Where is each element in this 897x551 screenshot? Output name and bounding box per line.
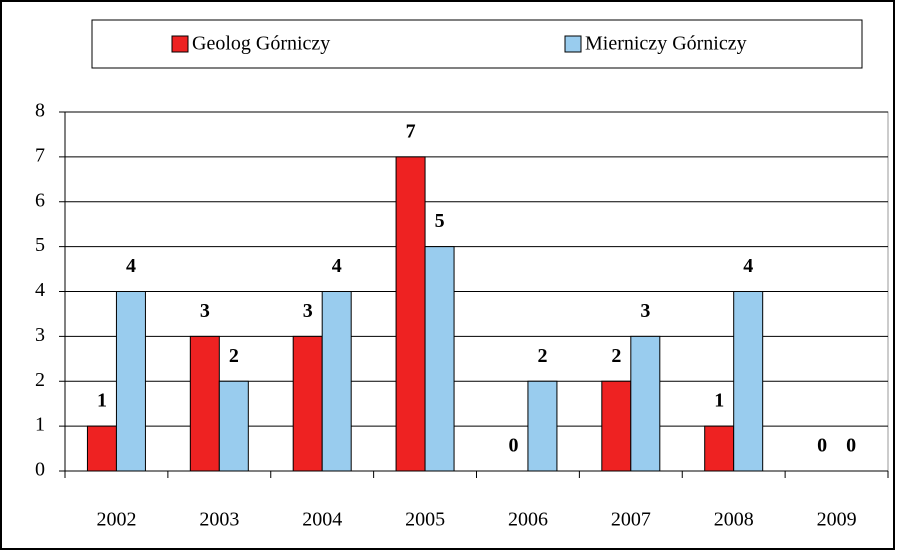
bar xyxy=(733,291,764,472)
legend-box xyxy=(91,19,863,69)
x-tick-label: 2004 xyxy=(302,509,342,531)
value-label: 4 xyxy=(332,255,342,277)
legend-swatch xyxy=(171,35,189,53)
bar xyxy=(218,380,249,472)
bar xyxy=(601,380,632,472)
bar xyxy=(630,335,661,472)
value-label: 7 xyxy=(406,120,416,142)
x-tick-label: 2007 xyxy=(611,509,651,531)
value-label: 1 xyxy=(714,390,724,412)
y-tick-label: 5 xyxy=(35,234,45,256)
value-label: 2 xyxy=(611,345,621,367)
value-label: 2 xyxy=(229,345,239,367)
bar xyxy=(395,156,426,472)
bar xyxy=(527,380,558,472)
x-tick-label: 2006 xyxy=(508,509,548,531)
value-label: 4 xyxy=(126,255,136,277)
bar xyxy=(321,291,352,472)
bar xyxy=(292,335,323,472)
value-label: 2 xyxy=(537,345,547,367)
bar xyxy=(86,425,117,472)
bar xyxy=(115,291,146,472)
value-label: 1 xyxy=(97,390,107,412)
x-tick-label: 2002 xyxy=(96,509,136,531)
legend-swatch xyxy=(564,35,582,53)
y-tick-label: 6 xyxy=(35,189,45,211)
bar xyxy=(189,335,220,472)
y-tick-label: 0 xyxy=(35,459,45,481)
value-label: 0 xyxy=(508,435,518,457)
value-label: 5 xyxy=(435,210,445,232)
legend-label: Mierniczy Górniczy xyxy=(585,33,747,55)
y-tick-label: 7 xyxy=(35,144,45,166)
bar xyxy=(424,246,455,472)
y-tick-label: 8 xyxy=(35,100,45,122)
value-label: 3 xyxy=(200,300,210,322)
y-tick-label: 1 xyxy=(35,414,45,436)
legend-label: Geolog Górniczy xyxy=(192,33,330,55)
y-tick-label: 3 xyxy=(35,324,45,346)
y-tick-label: 4 xyxy=(35,279,45,301)
value-label: 4 xyxy=(743,255,753,277)
value-label: 3 xyxy=(303,300,313,322)
value-label: 3 xyxy=(640,300,650,322)
x-tick-label: 2009 xyxy=(817,509,857,531)
x-tick-label: 2003 xyxy=(199,509,239,531)
x-tick-label: 2008 xyxy=(714,509,754,531)
value-label: 0 xyxy=(846,435,856,457)
y-tick-label: 2 xyxy=(35,369,45,391)
x-tick-label: 2005 xyxy=(405,509,445,531)
value-label: 0 xyxy=(817,435,827,457)
bar xyxy=(704,425,735,472)
